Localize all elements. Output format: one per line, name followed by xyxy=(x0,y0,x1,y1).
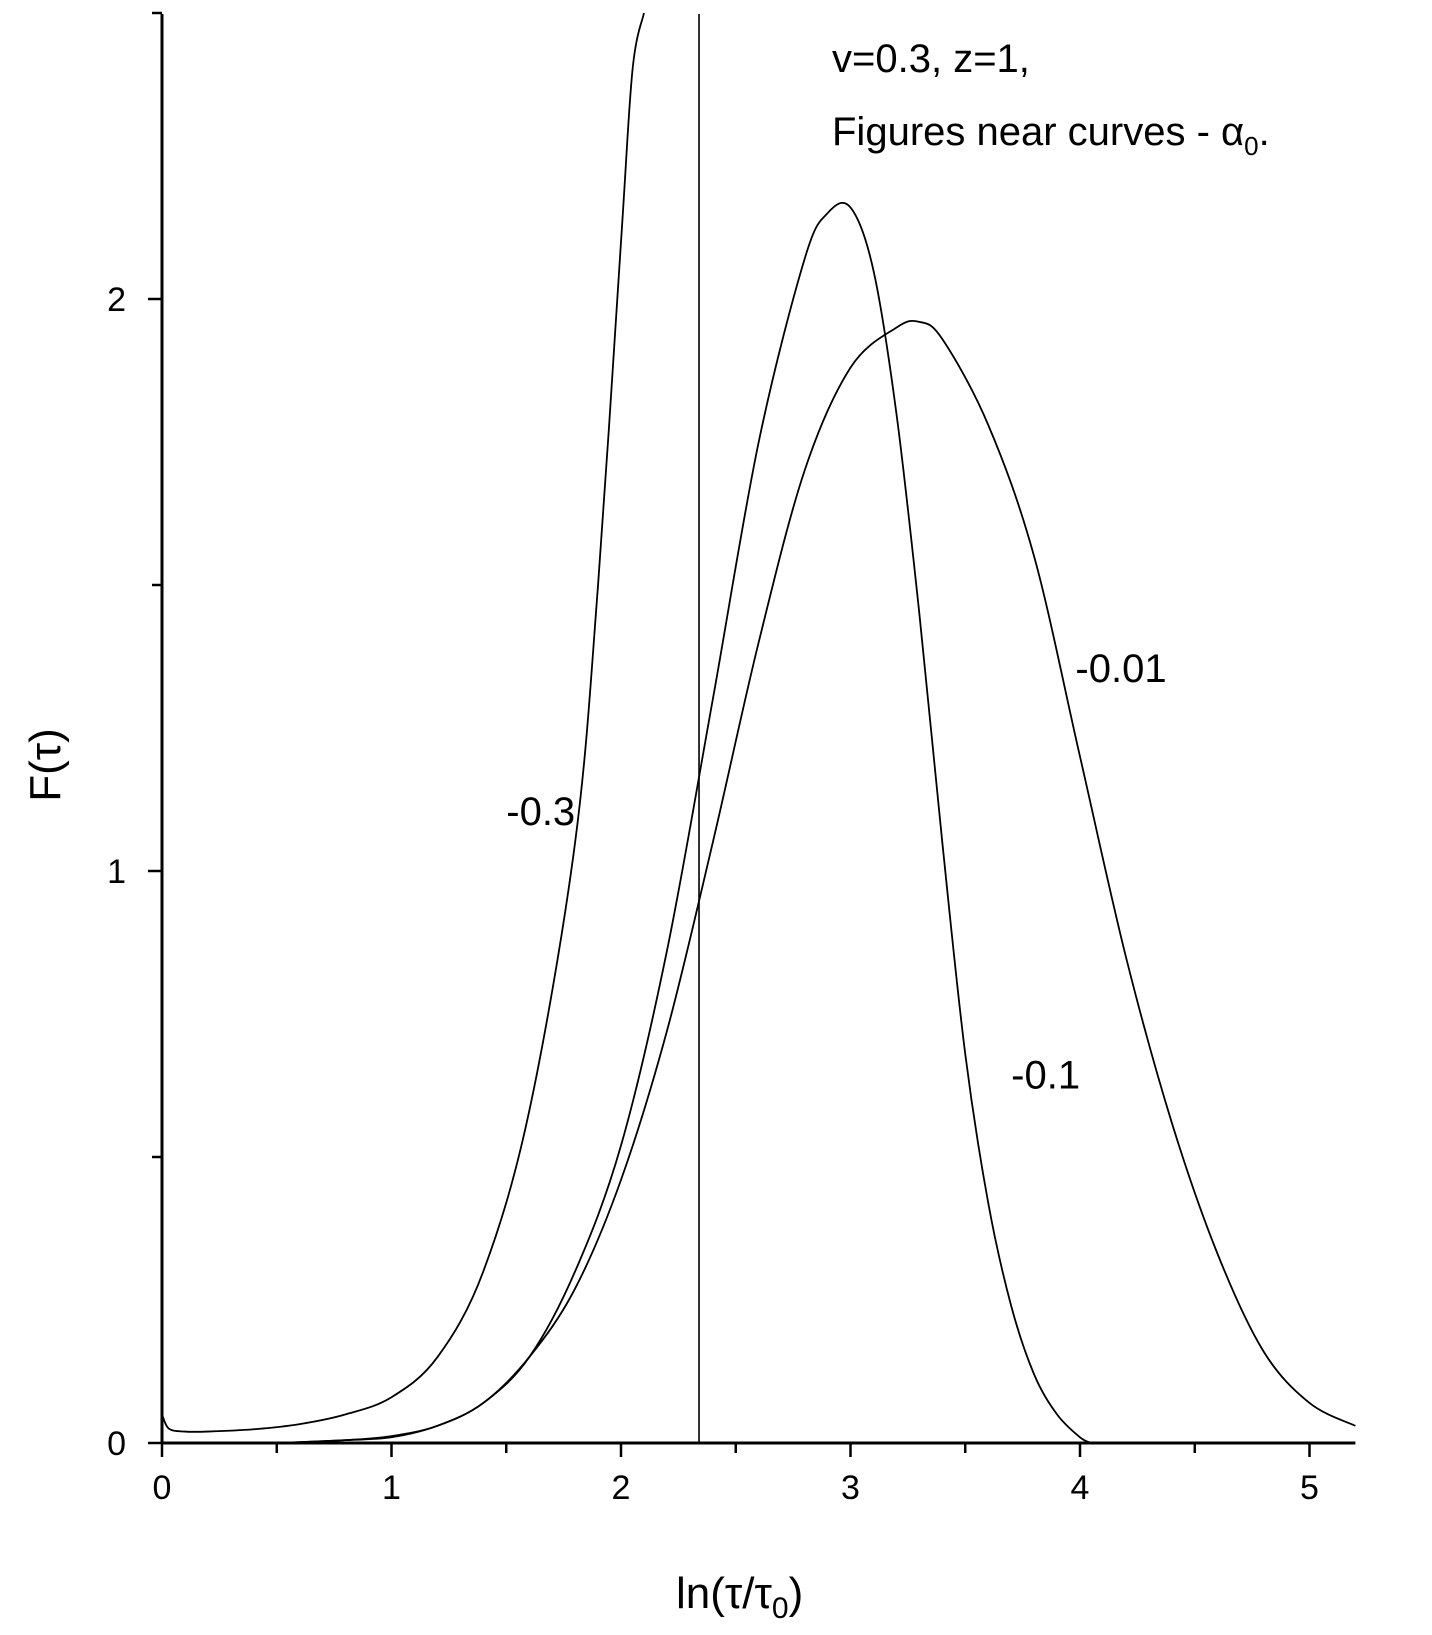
annotation-line2-sub: 0 xyxy=(1244,131,1258,161)
curve-label: -0.01 xyxy=(1075,647,1166,691)
x-tick-label: 4 xyxy=(1071,1469,1090,1507)
x-tick-label: 1 xyxy=(382,1469,401,1507)
y-tick-label: 2 xyxy=(107,281,126,319)
y-tick-label: 0 xyxy=(107,1425,126,1463)
axes: 0 1 2 3 4 5 0 1 2 xyxy=(107,11,1356,1507)
x-axis-label-close: ) xyxy=(789,1569,804,1618)
labels: -0.3 -0.1 -0.01 xyxy=(506,647,1166,1097)
x-tick-label: 0 xyxy=(153,1469,172,1507)
curves xyxy=(161,12,1356,1444)
x-tick-label: 5 xyxy=(1300,1469,1319,1507)
x-axis-label-main: ln(τ/τ xyxy=(676,1569,773,1618)
curve-label: -0.3 xyxy=(506,790,575,834)
annotation-line2-end: . xyxy=(1259,110,1270,154)
annotation-line2-text: Figures near curves - α xyxy=(832,110,1244,154)
series-line-001 xyxy=(276,319,1356,1444)
x-axis-label-sub: 0 xyxy=(772,1592,789,1625)
x-tick-label: 3 xyxy=(841,1469,860,1507)
series-line-03 xyxy=(161,12,645,1433)
annotation-line2: Figures near curves - α0. xyxy=(832,110,1270,161)
annotation-line1: v=0.3, z=1, xyxy=(832,37,1030,81)
x-tick-label: 2 xyxy=(612,1469,631,1507)
y-axis-label: F(τ) xyxy=(21,728,70,802)
series-line-01 xyxy=(276,201,1092,1444)
x-axis-label: ln(τ/τ0) xyxy=(676,1569,803,1625)
y-tick-label: 1 xyxy=(107,853,126,891)
curve-label: -0.1 xyxy=(1011,1053,1080,1097)
